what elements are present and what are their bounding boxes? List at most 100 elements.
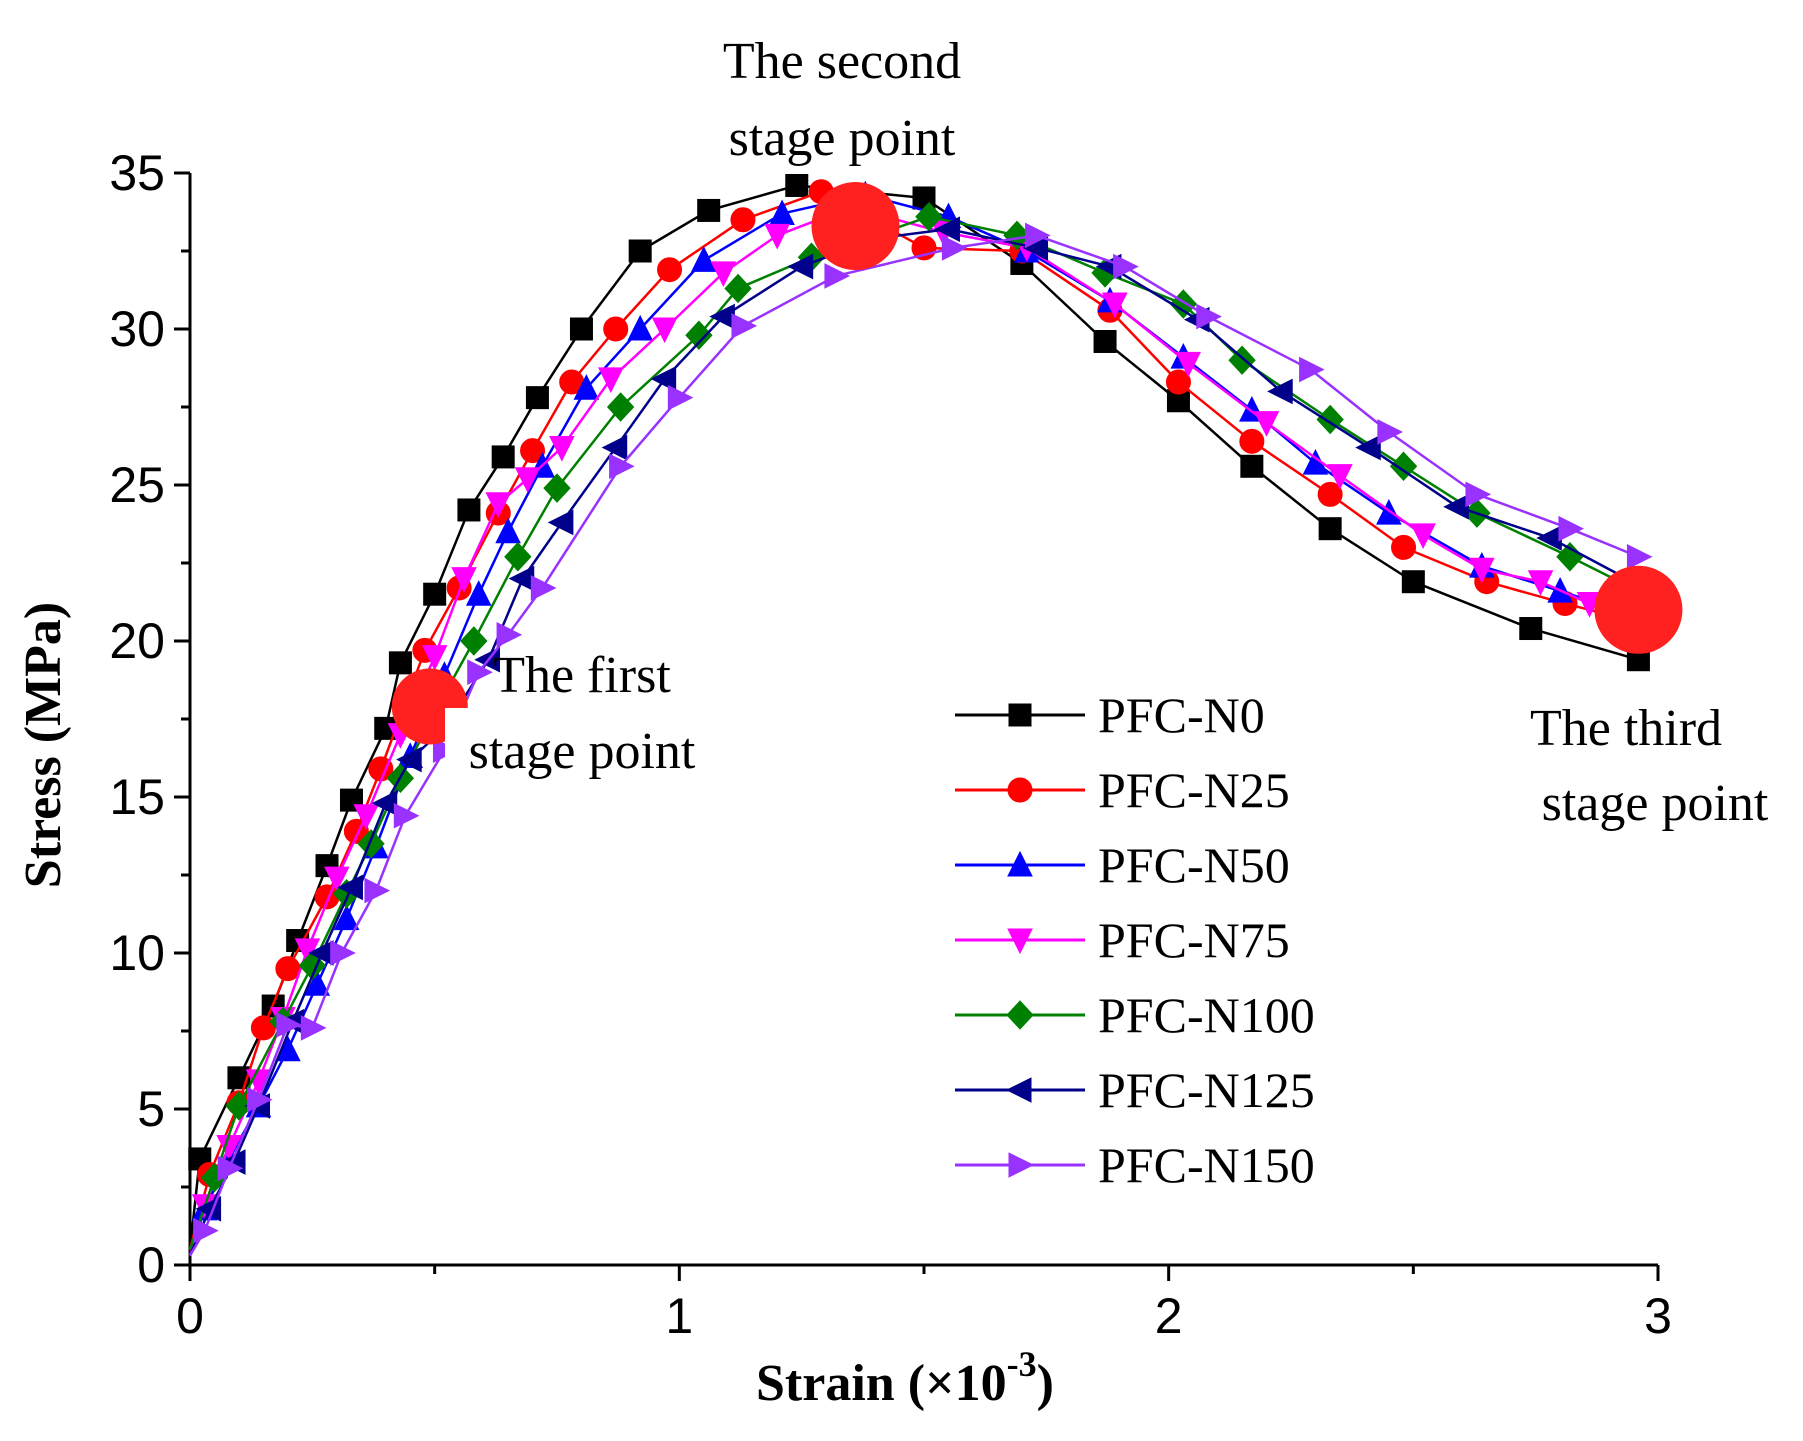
data-point [1267, 378, 1293, 405]
data-point [423, 582, 447, 606]
data-point [1165, 369, 1191, 395]
data-point [364, 877, 391, 904]
data-point [1253, 411, 1280, 437]
y-axis-title: Stress (MPa) [15, 602, 72, 888]
data-point [371, 790, 398, 817]
data-point [337, 874, 363, 901]
data-point [457, 498, 481, 522]
data-point [730, 207, 756, 233]
data-point [651, 317, 678, 344]
legend-label: PFC-N50 [1098, 837, 1290, 893]
x-axis-title: Strain (×10-3) [756, 1344, 1054, 1412]
data-point [193, 1217, 219, 1244]
data-point [690, 246, 717, 272]
data-point [1558, 515, 1585, 542]
legend-marker [1008, 1152, 1035, 1178]
data-point [573, 374, 600, 400]
data-point [1626, 543, 1653, 570]
legend-item-PFC-N25: PFC-N25 [955, 762, 1290, 818]
data-point [685, 320, 713, 350]
data-point [598, 367, 624, 394]
data-point [764, 223, 791, 250]
data-point [1527, 570, 1554, 596]
annotation-third-line1: The third [1530, 700, 1722, 757]
legend-item-PFC-N150: PFC-N150 [955, 1137, 1315, 1193]
data-point [603, 316, 629, 342]
annotation-second-line2: stage point [729, 110, 956, 167]
legend-item-PFC-N100: PFC-N100 [955, 987, 1315, 1043]
legend-label: PFC-N100 [1098, 987, 1315, 1043]
data-point [549, 436, 575, 462]
data-point [1443, 494, 1469, 520]
legend-marker [1005, 1077, 1032, 1103]
data-point [1239, 428, 1265, 454]
data-point [217, 1155, 244, 1182]
data-point [543, 473, 571, 503]
legend-marker [1007, 850, 1033, 877]
y-tick-label: 0 [137, 1237, 165, 1293]
data-point [824, 263, 851, 289]
data-point [787, 253, 814, 280]
x-tick-label: 0 [176, 1288, 204, 1344]
series-line-PFC-N150 [188, 234, 1639, 1257]
data-point [520, 438, 546, 464]
data-point [1025, 222, 1051, 249]
data-point [323, 866, 350, 893]
data-point [491, 445, 515, 469]
data-point [606, 392, 635, 422]
y-tick-label: 5 [137, 1081, 165, 1137]
y-tick-label: 25 [109, 457, 165, 513]
data-point [1519, 617, 1543, 641]
data-point [1465, 481, 1492, 508]
data-point [353, 804, 379, 830]
data-point [1389, 451, 1418, 482]
legend-marker [1008, 703, 1032, 727]
data-point [276, 1011, 302, 1038]
data-point [731, 313, 758, 339]
data-point [465, 580, 492, 606]
x-tick-label: 3 [1644, 1288, 1672, 1344]
data-point [1302, 449, 1329, 475]
data-point [330, 940, 356, 966]
data-point [785, 173, 809, 197]
annotation-first-line1: The first [493, 647, 671, 704]
data-point [569, 317, 593, 341]
x-tick-label: 1 [665, 1288, 693, 1344]
data-point [1410, 523, 1436, 550]
data-point [697, 198, 721, 222]
data-point [300, 1015, 327, 1041]
x-tick-label: 2 [1155, 1288, 1183, 1344]
data-point [467, 659, 493, 686]
data-point [530, 575, 557, 601]
series-PFC-N150 [188, 222, 1653, 1257]
data-point [1240, 454, 1264, 478]
data-point [1093, 329, 1117, 353]
y-tick-label: 30 [109, 301, 165, 357]
annotation-first-line2: stage point [469, 723, 696, 780]
legend-label: PFC-N150 [1098, 1137, 1315, 1193]
data-point [485, 492, 512, 518]
series-line-PFC-N0 [188, 184, 1639, 1250]
data-point [1377, 419, 1403, 445]
data-point [547, 509, 574, 536]
series-layer [188, 173, 1653, 1257]
data-point [304, 970, 331, 996]
data-point [275, 956, 301, 982]
legend-marker [1007, 777, 1033, 803]
data-point [667, 384, 694, 411]
legend-item-PFC-N0: PFC-N0 [955, 687, 1265, 743]
data-point [396, 746, 422, 773]
annotation-third-line2: stage point [1542, 775, 1769, 832]
data-point [1102, 292, 1128, 319]
legend: PFC-N0 PFC-N25 PFC-N50 PFC-N75 PFC-N100 PFC-N… [955, 687, 1315, 1193]
data-point [421, 645, 448, 671]
legend-label: PFC-N125 [1098, 1062, 1315, 1118]
annotation-first-stage: The first stage point [445, 647, 730, 780]
data-point [934, 216, 960, 242]
y-tick-label: 20 [109, 613, 165, 669]
data-point [496, 621, 523, 648]
legend-item-PFC-N75: PFC-N75 [955, 912, 1290, 968]
y-tick-label: 15 [109, 769, 165, 825]
